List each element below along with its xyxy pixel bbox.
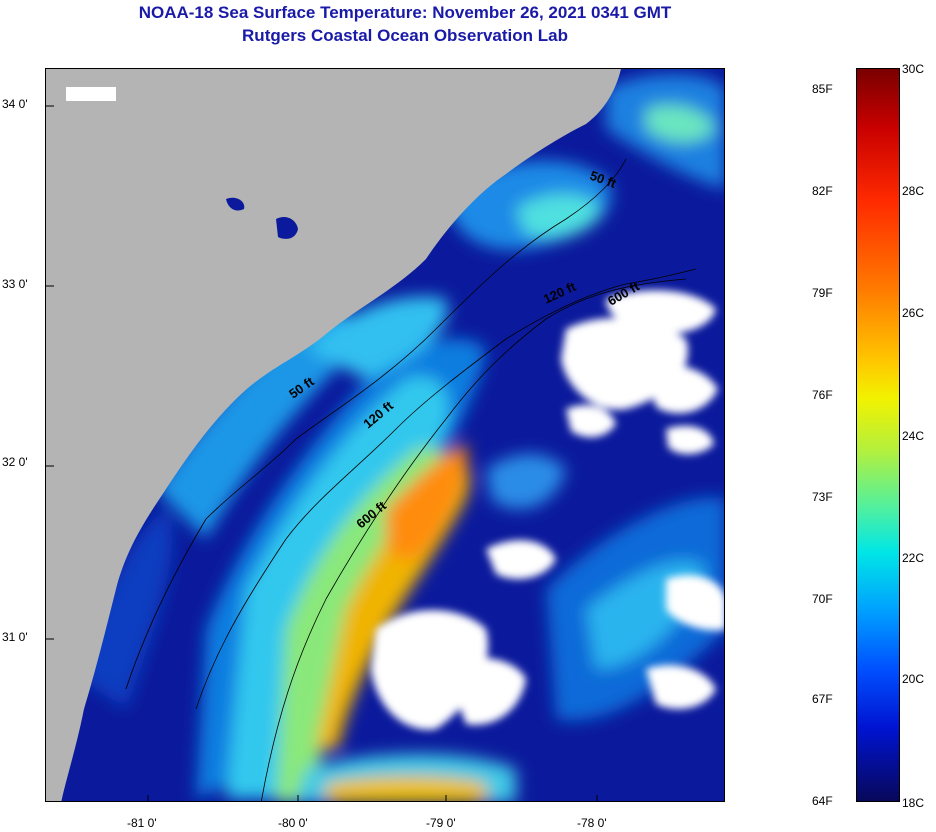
land-mass [46,69,621,801]
colorbar-label-18c: 18C [902,796,925,810]
graticule-ticks [46,105,598,801]
colorbar-label-79f: 79F [812,286,833,300]
sst-warm-features [66,74,724,801]
colorbar-label-82f: 82F [812,184,833,198]
colorbar-label-85f: 85F [812,82,833,96]
latitude-label-34: 34 0' [2,97,28,111]
latitude-label-32: 32 0' [2,455,28,469]
cloud-cover [371,290,724,730]
map-title: NOAA-18 Sea Surface Temperature: Novembe… [138,3,672,22]
colorbar-label-30c: 30C [902,62,925,76]
longitude-label-78: -78 0' [577,816,607,830]
contour-50ft [125,158,627,690]
sst-map: 50 ft 50 ft 120 ft 120 ft 600 ft 600 ft [45,68,725,802]
colorbar-label-26c: 26C [902,306,925,320]
colorbar-label-22c: 22C [902,551,925,565]
longitude-label-79: -79 0' [426,816,456,830]
contour-120ft [195,268,697,710]
colorbar-label-24c: 24C [902,429,925,443]
colorbar-label-64f: 64F [812,794,833,808]
colorbar-label-28c: 28C [902,184,925,198]
land-cloud-patch [66,87,116,101]
colorbar-label-67f: 67F [812,692,833,706]
sst-map-canvas: 50 ft 50 ft 120 ft 120 ft 600 ft 600 ft [46,69,724,801]
colorbar-label-20c: 20C [902,672,925,686]
colorbar-label-73f: 73F [812,490,833,504]
land-lakes [226,197,298,239]
map-subtitle: Rutgers Coastal Ocean Observation Lab [242,26,568,45]
latitude-label-31: 31 0' [2,630,28,644]
contour-600ft [260,278,687,801]
temperature-colorbar [856,68,900,802]
bathymetry-contours [125,158,697,801]
longitude-label-80: -80 0' [278,816,308,830]
colorbar-label-70f: 70F [812,592,833,606]
colorbar-label-76f: 76F [812,388,833,402]
longitude-label-81: -81 0' [127,816,157,830]
latitude-label-33: 33 0' [2,277,28,291]
